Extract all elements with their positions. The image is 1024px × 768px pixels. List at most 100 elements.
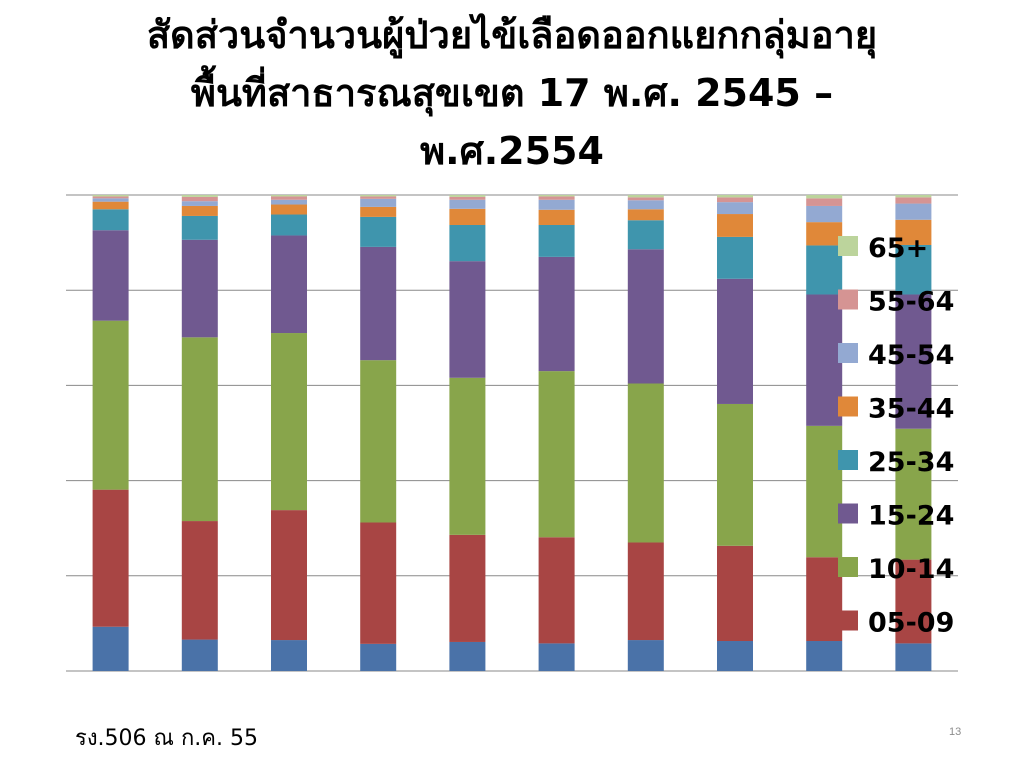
bar-segment — [449, 261, 486, 378]
bar-segment — [92, 489, 129, 627]
legend: 65+ 55-64 45-54 35-44 25-34 15-24 10-14 05-09 — [838, 233, 954, 639]
source-note: รง.506 ณ ก.ค. 55 — [75, 726, 258, 751]
bar-segment — [181, 196, 218, 202]
bar-segment — [806, 641, 843, 671]
bar-segment — [806, 294, 843, 426]
bar-segment — [717, 545, 753, 642]
bar-segment — [895, 294, 932, 429]
bar-segment — [627, 383, 664, 543]
bar-segment — [895, 219, 932, 245]
legend-label: 05-09 — [868, 608, 954, 639]
bar-segment — [538, 643, 575, 671]
bar-segment — [271, 640, 307, 671]
bar-segment — [806, 425, 843, 558]
bar-segment — [360, 206, 397, 217]
bar-segment — [717, 195, 753, 198]
bar-segment — [181, 521, 218, 640]
bar-segment — [627, 640, 664, 671]
bar-segment — [806, 205, 843, 223]
bar-segment — [717, 214, 753, 237]
bar-segment — [895, 203, 932, 220]
bar-segment — [627, 542, 664, 641]
legend-label: 55-64 — [868, 287, 954, 318]
bar-segment — [449, 195, 486, 197]
bar-segment — [360, 643, 397, 671]
title-line-2: พื้นที่สาธารณสุขเขต 17 พ.ศ. 2545 – — [190, 71, 834, 115]
bar-segment — [181, 201, 218, 206]
legend-label: 10-14 — [868, 554, 954, 585]
bar-segment — [895, 197, 932, 204]
bar-segment — [806, 557, 843, 642]
bar-segment — [271, 199, 307, 205]
bar-segment — [449, 208, 486, 225]
bar-segment — [271, 214, 307, 236]
bar-segment — [92, 320, 129, 490]
title-line-3: พ.ศ.2554 — [420, 129, 604, 173]
bar-segment — [92, 201, 129, 210]
legend-label: 15-24 — [868, 501, 954, 532]
bar-segment — [181, 639, 218, 671]
bar-segment — [895, 559, 932, 644]
legend-swatch — [838, 450, 858, 470]
bar-segment — [627, 249, 664, 384]
bar-segment — [181, 215, 218, 240]
bar-segment — [92, 230, 129, 321]
legend-swatch — [838, 289, 858, 310]
bar-segment — [806, 198, 843, 206]
legend-label: 35-44 — [868, 394, 954, 425]
bar-segment — [717, 202, 753, 215]
bar-segment — [449, 224, 486, 262]
bar-segment — [717, 641, 753, 671]
bar-segment — [717, 278, 753, 404]
bar-segment — [895, 428, 932, 560]
bar-segment — [538, 256, 575, 372]
bar-segment — [538, 199, 575, 210]
legend-swatch — [838, 610, 858, 631]
bar-segment — [806, 195, 843, 199]
bars — [92, 195, 932, 671]
bar-segment — [449, 196, 486, 200]
bar-segment — [449, 199, 486, 209]
bar-segment — [538, 195, 575, 197]
bar-segment — [92, 198, 129, 202]
bar-segment — [360, 195, 397, 197]
bar-segment — [449, 534, 486, 642]
legend-label: 45-54 — [868, 340, 954, 371]
bar-segment — [360, 246, 397, 361]
bar-segment — [717, 236, 753, 279]
bar-segment — [181, 195, 218, 197]
bar-segment — [92, 626, 129, 671]
bar-segment — [895, 643, 932, 671]
bar-segment — [449, 377, 486, 535]
bar-segment — [538, 224, 575, 257]
slide-title: สัดส่วนจำนวนผู้ป่วยไข้เลือดออกแยกกลุ่มอา… — [10, 6, 1014, 180]
bar-segment — [360, 360, 397, 523]
bar-segment — [717, 403, 753, 546]
bar-segment — [538, 196, 575, 200]
bar-segment — [271, 235, 307, 334]
legend-label: 25-34 — [868, 447, 954, 478]
page-number: 13 — [949, 726, 962, 738]
legend-swatch — [838, 396, 858, 417]
bar-segment — [92, 196, 129, 199]
bar-segment — [360, 216, 397, 247]
title-line-1: สัดส่วนจำนวนผู้ป่วยไข้เลือดออกแยกกลุ่มอา… — [146, 13, 878, 57]
bar-segment — [360, 522, 397, 644]
bar-segment — [181, 337, 218, 522]
bar-segment — [360, 198, 397, 207]
legend-swatch — [838, 557, 858, 577]
bar-segment — [271, 196, 307, 200]
bar-segment — [627, 209, 664, 221]
bar-segment — [895, 244, 932, 295]
bar-segment — [181, 239, 218, 338]
bar-segment — [627, 195, 664, 198]
bar-segment — [538, 371, 575, 538]
bar-segment — [538, 209, 575, 225]
bar-segment — [538, 537, 575, 644]
bar-segment — [181, 205, 218, 216]
bar-segment — [449, 641, 486, 671]
bar-segment — [627, 197, 664, 201]
legend-swatch — [838, 503, 858, 524]
bar-segment — [360, 196, 397, 199]
